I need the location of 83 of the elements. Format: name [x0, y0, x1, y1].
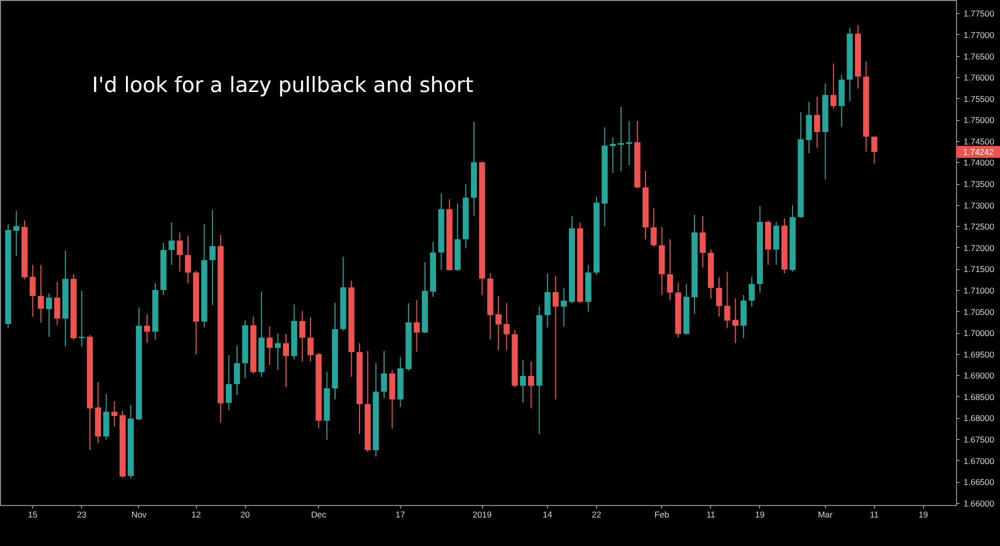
candlestick	[226, 354, 232, 411]
candlestick	[544, 272, 550, 328]
candlestick	[381, 350, 388, 399]
y-tick-label: 1.74000	[964, 158, 994, 168]
x-tick-label: 20	[240, 510, 250, 520]
candlestick	[520, 359, 526, 404]
annotation: I'd look for a lazy pullback and short	[92, 73, 474, 97]
candlestick	[552, 275, 559, 400]
y-tick-label: 1.73500	[964, 179, 994, 190]
candlestick	[871, 136, 878, 164]
x-tick-label: 19	[755, 510, 765, 520]
y-tick-label: 1.77500	[964, 8, 994, 19]
y-tick-label: 1.70000	[964, 328, 994, 338]
y-tick-label: 1.76000	[964, 72, 994, 83]
candlestick	[814, 96, 820, 148]
text: 1.74242	[963, 146, 994, 157]
x-tick-label: 23	[76, 510, 87, 520]
y-tick-label: 1.74500	[964, 136, 994, 146]
candlestick	[38, 264, 44, 324]
candlestick	[495, 295, 502, 351]
candlestick	[209, 209, 216, 306]
candlestick	[30, 264, 36, 318]
x-tick-label: 17	[396, 510, 406, 520]
candlestick	[610, 137, 616, 174]
y-tick-label: 1.67500	[964, 434, 994, 444]
candlestick	[144, 314, 150, 344]
y-tick-label: 1.66500	[964, 477, 994, 488]
y-tick-label: 1.66000	[964, 498, 994, 508]
y-tick-label: 1.68500	[964, 392, 994, 402]
candlestick	[299, 310, 306, 362]
candlestick	[700, 215, 706, 268]
candlestick	[274, 332, 281, 371]
x-tick-label: 2019	[472, 510, 492, 520]
y-tick-label: 1.71500	[964, 264, 994, 274]
x-tick-label: 11	[706, 510, 716, 520]
candlestick	[528, 361, 534, 409]
x-tick-label: Nov	[131, 510, 148, 520]
x-tick-label: Feb	[654, 510, 670, 520]
candlestick	[111, 400, 118, 428]
candlestick	[560, 287, 567, 328]
y-tick-label: 1.76500	[964, 51, 994, 62]
x-tick-label: 15	[28, 510, 38, 520]
candlestick	[234, 346, 240, 396]
y-tick-label: 1.69000	[964, 370, 994, 381]
candlestick	[266, 326, 273, 366]
candlestick	[176, 232, 183, 272]
y-tick-label: 1.72000	[964, 242, 994, 253]
x-tick-label: Dec	[311, 510, 327, 520]
candlestick	[618, 106, 624, 172]
candlestick	[748, 276, 755, 308]
x-tick-label: 11	[870, 510, 879, 520]
candlestick	[168, 222, 175, 266]
x-tick-label: 14	[542, 510, 552, 520]
candlestick	[504, 302, 510, 351]
y-tick-label: 1.70500	[964, 306, 994, 317]
y-tick-label: 1.67000	[964, 456, 994, 466]
candlestick	[667, 238, 674, 301]
candlestick	[626, 120, 632, 166]
candlestick	[184, 235, 191, 284]
x-tick-label: 19	[918, 510, 928, 520]
y-tick-label: 1.71000	[964, 285, 994, 296]
candlestick	[724, 271, 730, 329]
y-tick-label: 1.73000	[964, 200, 994, 210]
y-tick-label: 1.72500	[964, 222, 994, 232]
y-tick-label: 1.68000	[964, 413, 994, 424]
candlestick	[13, 210, 20, 256]
candlestick	[716, 276, 722, 318]
candlestick	[54, 281, 60, 326]
candlestick	[307, 316, 314, 362]
x-tick-label: 12	[191, 510, 202, 520]
candlestick	[650, 208, 657, 248]
candlestick	[414, 300, 420, 352]
x-tick-label: Mar	[818, 510, 833, 520]
candlestick	[46, 292, 52, 338]
x-tick-label: 22	[592, 510, 602, 520]
y-tick-label: 1.75000	[964, 115, 994, 126]
y-tick-label: 1.75500	[964, 94, 994, 104]
candlestick	[732, 298, 738, 344]
candlestick	[282, 333, 289, 388]
candlestick	[773, 221, 780, 266]
y-tick-label: 1.69500	[964, 349, 994, 360]
candlestick	[830, 62, 836, 110]
y-tick-label: 1.77000	[964, 30, 994, 40]
